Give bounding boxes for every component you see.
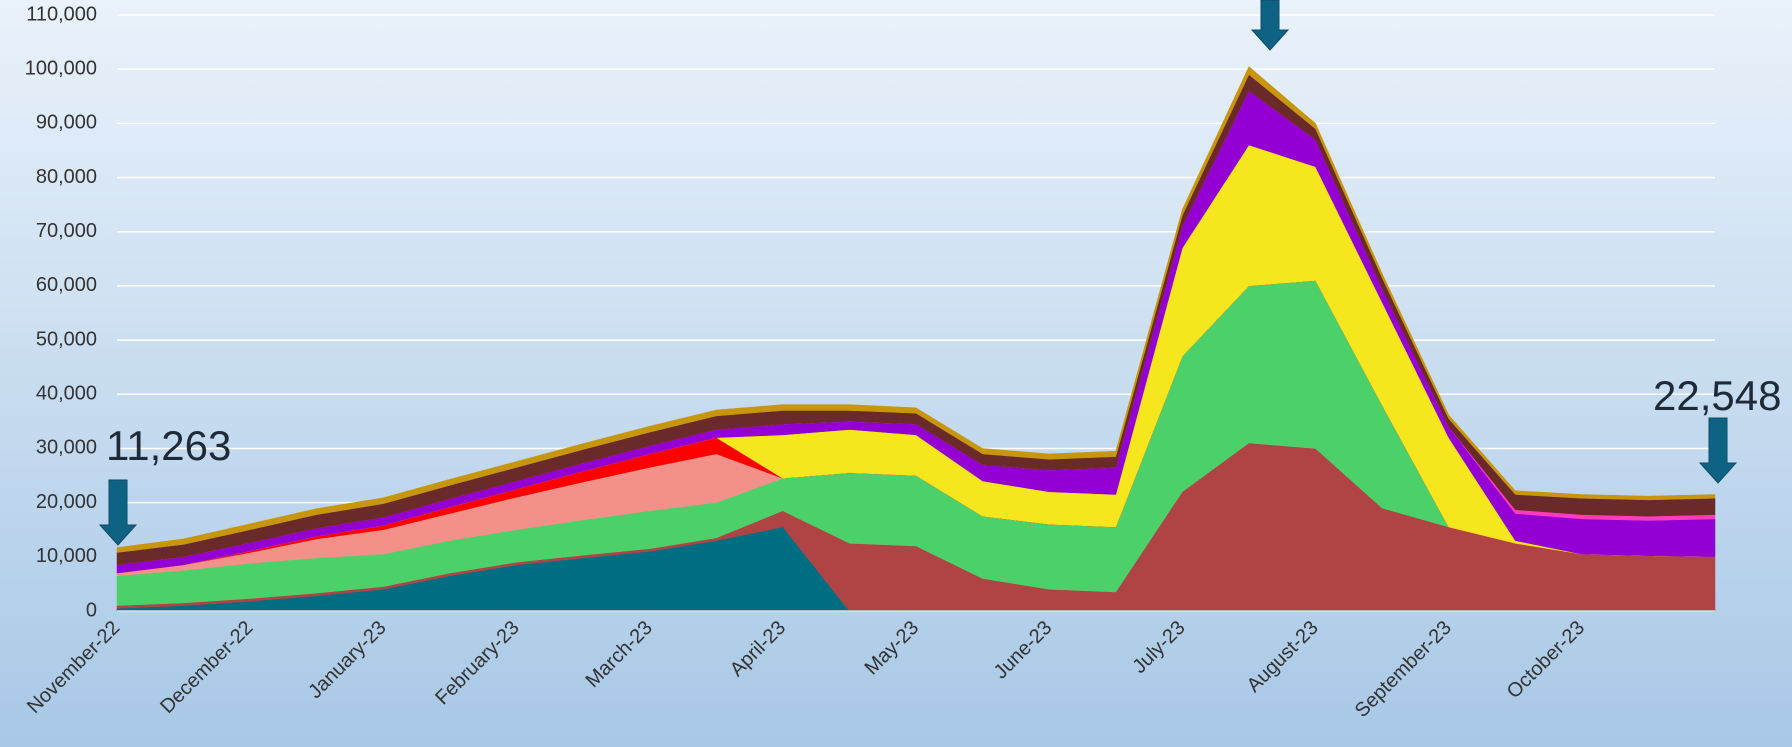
arrows xyxy=(98,0,1738,546)
arrow xyxy=(1250,0,1290,51)
y-tick-label: 80,000 xyxy=(36,166,97,188)
arrow xyxy=(1698,417,1738,484)
y-tick-label: 70,000 xyxy=(36,220,97,242)
y-tick-label: 100,000 xyxy=(25,57,97,79)
arrow xyxy=(98,479,138,546)
y-tick-label: 20,000 xyxy=(36,491,97,513)
annotation: 11,263 xyxy=(106,422,231,469)
y-tick-label: 110,000 xyxy=(26,3,97,25)
y-tick-label: 10,000 xyxy=(36,545,97,567)
y-tick-label: 40,000 xyxy=(36,383,97,405)
annotation: 22,548 xyxy=(1653,372,1781,419)
y-tick-label: 30,000 xyxy=(36,437,97,459)
y-tick-label: 90,000 xyxy=(36,112,97,134)
y-tick-label: 60,000 xyxy=(36,274,97,296)
y-tick-label: 0 xyxy=(86,599,97,621)
y-tick-label: 50,000 xyxy=(36,328,97,350)
area xyxy=(116,66,1716,553)
